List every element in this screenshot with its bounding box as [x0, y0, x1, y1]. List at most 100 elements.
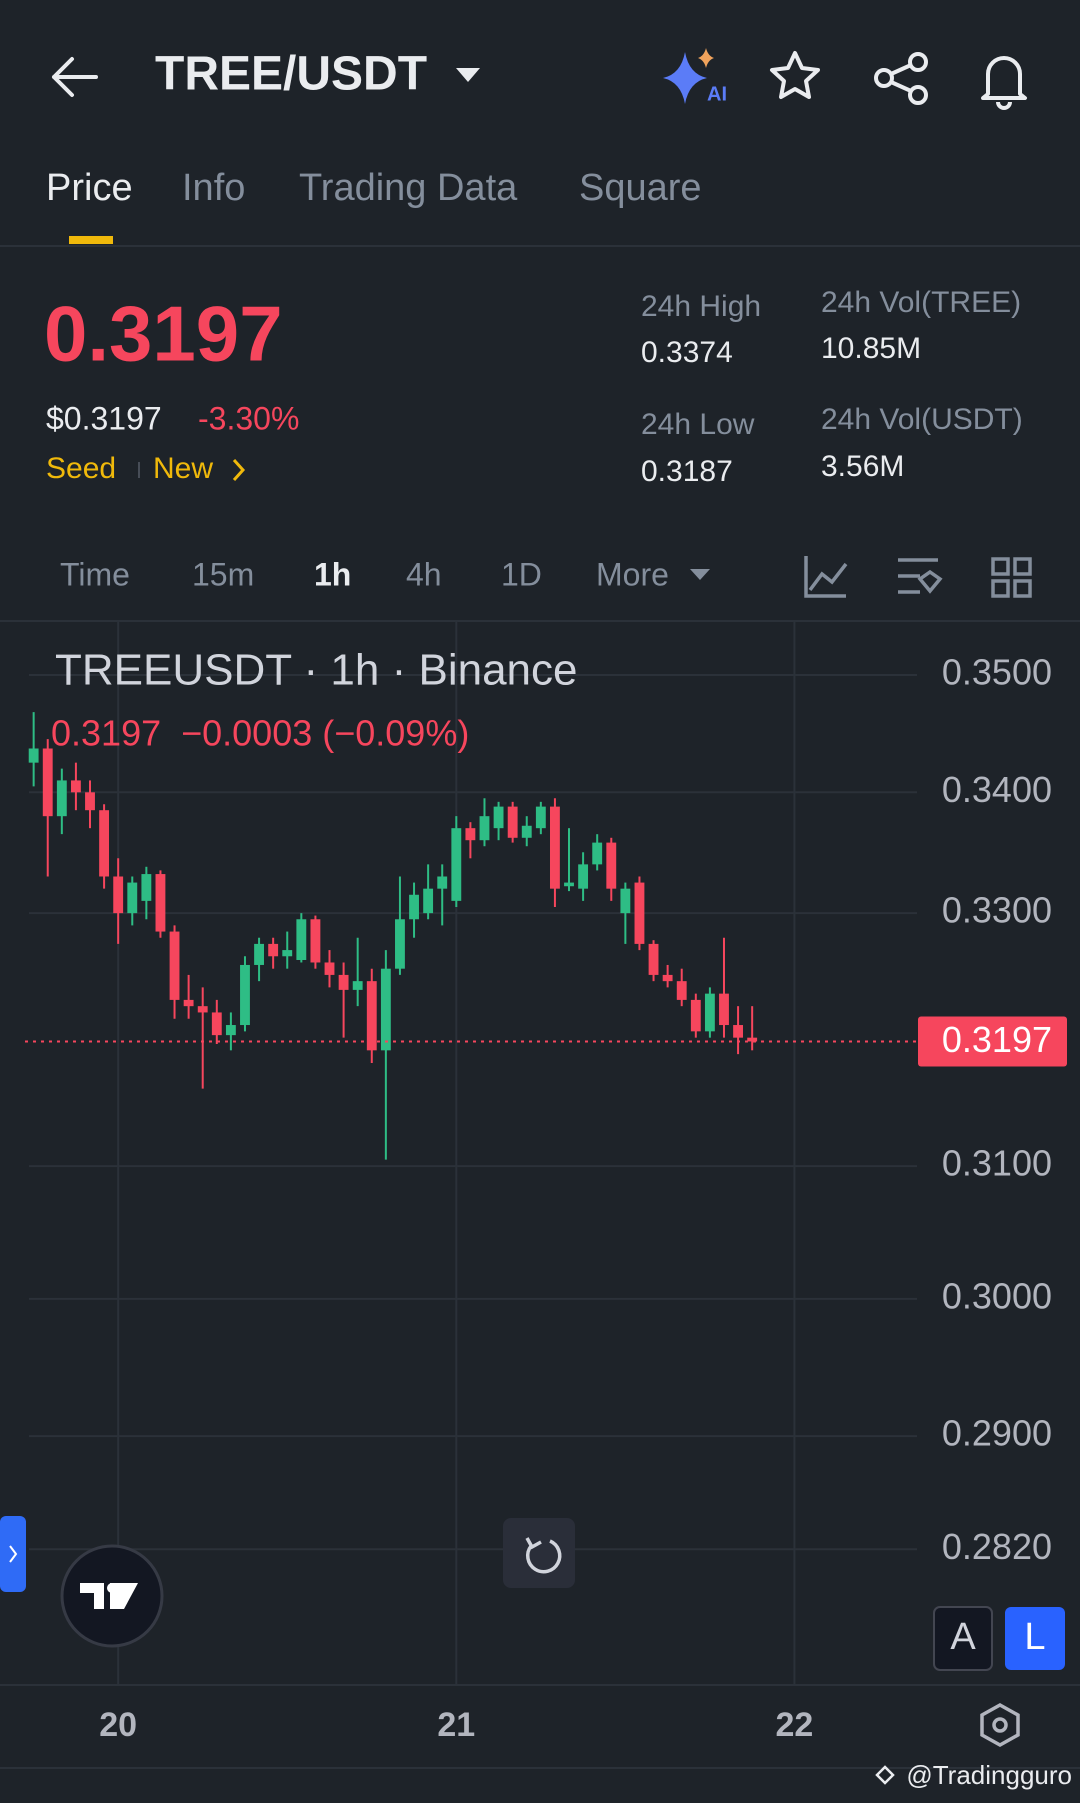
- y-tick-label: 0.3500: [942, 652, 1052, 693]
- chart-settings-icon[interactable]: [980, 1702, 1020, 1748]
- price-change: -3.30%: [198, 400, 299, 436]
- back-icon[interactable]: [52, 57, 98, 97]
- candle-body: [324, 962, 335, 975]
- dropdown-icon[interactable]: [456, 68, 480, 82]
- candle-body: [549, 806, 560, 889]
- divider: [0, 1767, 1080, 1769]
- candle-body: [254, 943, 264, 965]
- candle-body: [85, 792, 95, 811]
- chart: 0.3500 0.3400 0.3300 0.3100 0.3000 0.2900 0.28…: [25, 621, 1067, 1744]
- candle-body: [268, 943, 279, 957]
- stat-label: 24h Low: [641, 408, 755, 441]
- candle-body: [141, 874, 152, 901]
- candle-body: [338, 974, 349, 990]
- candle-body: [451, 828, 462, 901]
- share-icon[interactable]: [874, 52, 928, 105]
- y-tick-label: 0.2820: [942, 1526, 1052, 1567]
- candle-body: [197, 1006, 208, 1013]
- candle-body: [479, 816, 490, 841]
- candle-body: [648, 943, 659, 975]
- chart-title: TREEUSDT · 1h · Binance: [55, 646, 577, 695]
- candle-body: [240, 964, 250, 1026]
- side-tab[interactable]: [0, 1516, 26, 1592]
- candle-body: [564, 882, 574, 887]
- settings-list-icon[interactable]: [898, 558, 943, 594]
- interval[interactable]: More: [596, 556, 669, 592]
- candle-body: [380, 968, 391, 1051]
- candle-body: [296, 919, 307, 960]
- candle-body: [352, 981, 363, 990]
- candle-body: [366, 981, 377, 1051]
- candle-body: [282, 950, 293, 957]
- y-tick-label: 0.3100: [942, 1143, 1052, 1184]
- tag[interactable]: Seed: [46, 452, 116, 485]
- stat-label: 24h Vol(USDT): [821, 403, 1023, 436]
- more-caret: [690, 569, 710, 580]
- candle-body: [690, 999, 701, 1032]
- reset-button[interactable]: [503, 1518, 575, 1588]
- interval[interactable]: 1h: [314, 556, 351, 592]
- interval[interactable]: 4h: [406, 556, 442, 592]
- divider: [0, 1684, 1080, 1686]
- candle-body: [211, 1012, 222, 1036]
- candle-body: [155, 874, 166, 932]
- candle-body: [493, 806, 504, 829]
- log-scale-button[interactable]: [1005, 1607, 1065, 1670]
- tab[interactable]: Square: [579, 167, 702, 209]
- alert-icon[interactable]: [981, 56, 1027, 110]
- stat-value: 10.85M: [821, 332, 921, 365]
- candle-body: [662, 974, 673, 982]
- watermark: @Tradingguro: [906, 1760, 1072, 1790]
- candle-body: [719, 993, 729, 1026]
- tab[interactable]: Info: [182, 167, 245, 209]
- last-price-label: 0.3197: [942, 1019, 1052, 1060]
- candle-body: [127, 882, 138, 914]
- log-scale-label: L: [1024, 1616, 1045, 1658]
- chart-subtitle: 0.3197 −0.0003 (−0.09%): [51, 713, 469, 754]
- tag-arrow: [232, 458, 246, 482]
- ai-icon[interactable]: [663, 52, 707, 104]
- favorite-icon[interactable]: [770, 51, 820, 99]
- candle-body: [70, 780, 81, 793]
- x-tick-label: 20: [99, 1706, 137, 1744]
- auto-scale-button[interactable]: [933, 1606, 993, 1671]
- last-price-box: [918, 1016, 1067, 1067]
- tag-separator: [138, 462, 140, 478]
- y-tick-label: 0.3400: [942, 769, 1052, 810]
- candle-body: [620, 888, 631, 914]
- tag[interactable]: New: [153, 452, 213, 485]
- stat-value: 0.3374: [641, 336, 733, 369]
- tab[interactable]: Trading Data: [299, 167, 518, 209]
- candle-body: [634, 882, 645, 944]
- candle-body: [225, 1025, 236, 1036]
- candle-body: [606, 842, 617, 889]
- tab[interactable]: Price: [46, 167, 133, 209]
- indicator-icon[interactable]: [804, 556, 848, 598]
- candle-body: [592, 842, 603, 865]
- interval[interactable]: Time: [60, 556, 130, 592]
- candle-body: [676, 981, 687, 1000]
- layout-icon[interactable]: [991, 557, 1032, 598]
- y-tick-label: 0.3000: [942, 1275, 1052, 1316]
- interval[interactable]: 15m: [192, 556, 254, 592]
- stat-value: 3.56M: [821, 450, 904, 483]
- last-price: 0.3197: [44, 290, 283, 378]
- candle-body: [42, 748, 53, 817]
- candle-body: [28, 748, 39, 763]
- ai-spark: [698, 48, 714, 68]
- pair-title[interactable]: TREE/USDT: [155, 48, 427, 101]
- x-tick-label: 21: [437, 1706, 475, 1744]
- tradingview-mark: [80, 1583, 138, 1609]
- x-tick-label: 22: [776, 1706, 814, 1744]
- stat-label: 24h Vol(TREE): [821, 286, 1021, 319]
- side-tab-arrow: [9, 1545, 18, 1563]
- candle-body: [747, 1037, 758, 1042]
- tradingview-dot: [107, 1583, 117, 1593]
- stat-label: 24h High: [641, 290, 761, 323]
- candle-body: [521, 825, 532, 838]
- interval[interactable]: 1D: [501, 556, 542, 592]
- stat-value: 0.3187: [641, 455, 733, 488]
- candle-body: [704, 993, 715, 1032]
- candle-body: [310, 919, 321, 963]
